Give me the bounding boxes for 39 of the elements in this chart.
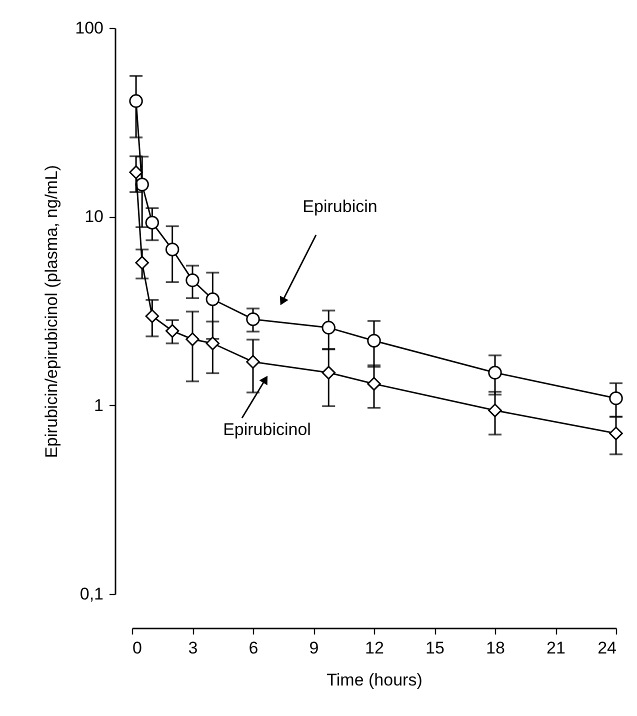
x-axis-title: Time (hours) [326, 670, 422, 690]
point [367, 334, 381, 348]
point [129, 94, 143, 108]
point [145, 309, 160, 324]
point [322, 366, 336, 380]
point [145, 216, 160, 230]
x-tick-label: 18 [486, 638, 505, 658]
x-tick-label: 6 [248, 638, 258, 658]
y-tick-label: 0,1 [80, 584, 104, 604]
y-axis-title: Epirubicin/epirubicinol (plasma, ng/mL) [42, 165, 62, 458]
point [609, 426, 623, 440]
x-tick-label: 9 [309, 638, 319, 658]
point [322, 320, 336, 335]
point [165, 324, 180, 338]
y-tick-label: 100 [75, 18, 104, 38]
x-tick-label: 15 [426, 638, 444, 658]
point [246, 312, 260, 326]
y-tick-label: 1 [94, 396, 104, 415]
annotation: Epirubicin [302, 197, 378, 216]
point [165, 242, 180, 256]
point [246, 354, 260, 369]
point [129, 165, 143, 180]
point [367, 376, 381, 391]
x-tick-label: 21 [546, 638, 566, 658]
annotation: Epirubicinol [223, 420, 311, 439]
point [206, 292, 220, 306]
point [135, 178, 149, 192]
y-tick-label: 10 [84, 207, 104, 226]
point [609, 391, 623, 406]
x-tick-label: 0 [132, 638, 142, 658]
point [135, 256, 149, 270]
x-tick-label: 12 [365, 638, 384, 658]
point [206, 336, 220, 350]
point [488, 404, 502, 418]
point [186, 332, 200, 346]
x-tick-label: 24 [598, 638, 616, 658]
point [488, 366, 502, 380]
x-tick-label: 3 [188, 638, 198, 658]
point [186, 273, 200, 288]
